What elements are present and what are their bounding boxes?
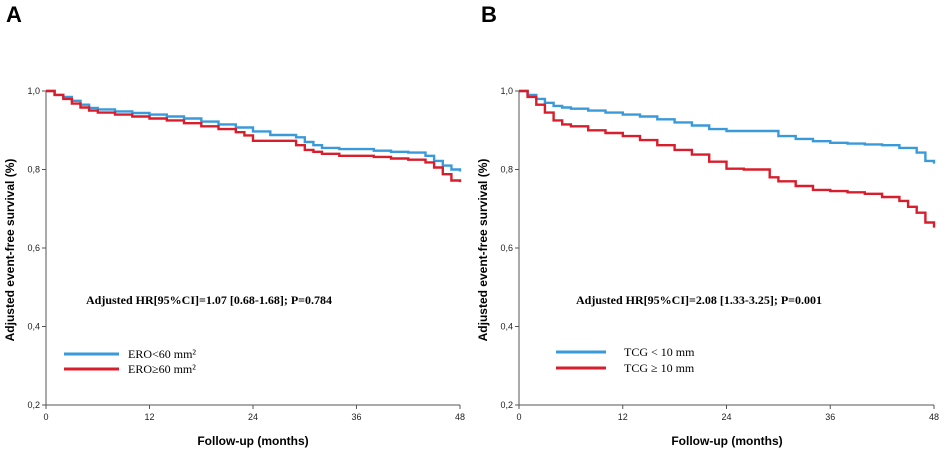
panel-a-y-tick-label: 1,0 — [27, 86, 40, 96]
panel-b-survival-curve-low — [519, 89, 936, 164]
panel-b-x-tick-label: 0 — [516, 412, 521, 422]
panel-a-y-ticks: 0,2 0,4 0,6 0,8 1,0 — [27, 86, 46, 410]
panel-b-curves — [519, 89, 936, 228]
panel-b-y-tick-label: 0,6 — [500, 243, 513, 253]
panel-a-y-tick-label: 0,6 — [27, 243, 40, 253]
panel-a-y-axis-title: Adjusted event-free survival (%) — [3, 159, 17, 342]
panel-b-y-tick-label: 1,0 — [500, 86, 513, 96]
panel-a-y-tick-label: 0,4 — [27, 322, 40, 332]
panel-a-legend-label-ero-ge-60: ERO≥60 mm² — [128, 362, 196, 376]
panel-b-y-tick-label: 0,4 — [500, 322, 513, 332]
panel-b-x-tick-label: 24 — [721, 412, 731, 422]
panel-a-survival-curve-high — [46, 89, 462, 183]
panel-a-hr-annotation: Adjusted HR[95%CI]=1.07 [0.68-1.68]; P=0… — [86, 293, 332, 307]
panel-b-legend-label-tcg-lt-10: TCG < 10 mm — [624, 345, 695, 359]
panel-a-x-tick-label: 24 — [248, 412, 258, 422]
panel-b-y-ticks: 0,2 0,4 0,6 0,8 1,0 — [500, 86, 519, 410]
panel-a-x-axis-title: Follow-up (months) — [197, 434, 308, 448]
panel-a-y-tick-label: 0,8 — [27, 165, 40, 175]
panel-a-x-ticks: 0 12 24 36 48 — [43, 405, 465, 422]
panel-a-legend-label-ero-lt-60: ERO<60 mm² — [128, 347, 196, 361]
panel-b-y-tick-label: 0,2 — [500, 400, 513, 410]
panel-a-curves — [46, 89, 462, 183]
panel-a-y-tick-label: 0,2 — [27, 400, 40, 410]
panel-b-x-tick-label: 48 — [929, 412, 939, 422]
panel-b-survival-curve-high — [519, 89, 936, 228]
panel-b-hr-annotation: Adjusted HR[95%CI]=2.08 [1.33-3.25]; P=0… — [576, 293, 822, 307]
panel-b-x-tick-label: 36 — [825, 412, 835, 422]
panel-a-label: A — [6, 2, 22, 27]
panel-a-x-tick-label: 36 — [351, 412, 361, 422]
panel-b-x-ticks: 0 12 24 36 48 — [516, 405, 939, 422]
panel-b-x-axis-title: Follow-up (months) — [671, 434, 782, 448]
panel-b: B Adjusted event-free survival (%) Follo… — [476, 2, 939, 448]
panel-b-legend: TCG < 10 mm TCG ≥ 10 mm — [556, 345, 695, 375]
panel-a-x-tick-label: 12 — [144, 412, 154, 422]
panel-a-x-tick-label: 0 — [43, 412, 48, 422]
panel-b-legend-label-tcg-ge-10: TCG ≥ 10 mm — [624, 361, 695, 375]
panel-b-x-tick-label: 12 — [618, 412, 628, 422]
panel-b-y-tick-label: 0,8 — [500, 165, 513, 175]
panel-b-y-axis-title: Adjusted event-free survival (%) — [476, 159, 490, 342]
panel-a-legend: ERO<60 mm² ERO≥60 mm² — [64, 347, 196, 376]
panel-b-label: B — [481, 2, 497, 27]
panel-a-x-tick-label: 48 — [455, 412, 465, 422]
panel-a: A Adjusted event-free survival (%) Follo… — [3, 2, 465, 448]
